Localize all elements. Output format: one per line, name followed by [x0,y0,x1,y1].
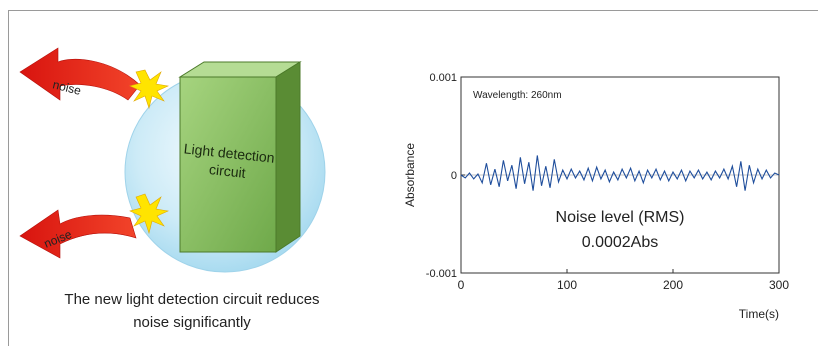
y-tick-label: 0 [451,170,457,182]
caption-line1: The new light detection circuit reduces [64,291,320,308]
frame-top-border [8,10,818,11]
x-tick-label: 300 [769,278,789,292]
caption-line2: noise significantly [133,314,251,331]
frame-left-border [8,10,9,346]
x-tick-label: 0 [458,278,465,292]
x-tick-label: 100 [557,278,577,292]
wavelength-annotation: Wavelength: 260nm [473,90,562,101]
box-label-line2: circuit [208,161,246,181]
y-axis-label: Absorbance [403,143,417,207]
y-tick-label: 0.001 [429,72,457,84]
circuit-box-front [179,76,277,253]
noise-arrow-bottom [19,209,137,259]
noise-level-value: 0.0002Abs [582,234,659,251]
noise-level-title: Noise level (RMS) [556,209,685,226]
detection-illustration: Light detection circuit noise noise [19,47,326,273]
y-axis-ticks: -0.001 0 0.001 [426,72,465,280]
x-tick-label: 200 [663,278,683,292]
series-line [460,155,780,191]
illustration-caption: The new light detection circuit reduces … [24,288,360,334]
x-axis-ticks: 0 100 200 300 [458,269,789,292]
noise-label-top: noise [51,77,83,98]
y-tick-label: -0.001 [426,268,457,280]
noise-flash-top-icon [129,69,170,110]
noise-arrow-top [19,47,141,101]
circuit-box-side [275,61,301,253]
x-axis-label: Time(s) [739,307,779,321]
noise-flash-bottom-icon [129,193,170,235]
